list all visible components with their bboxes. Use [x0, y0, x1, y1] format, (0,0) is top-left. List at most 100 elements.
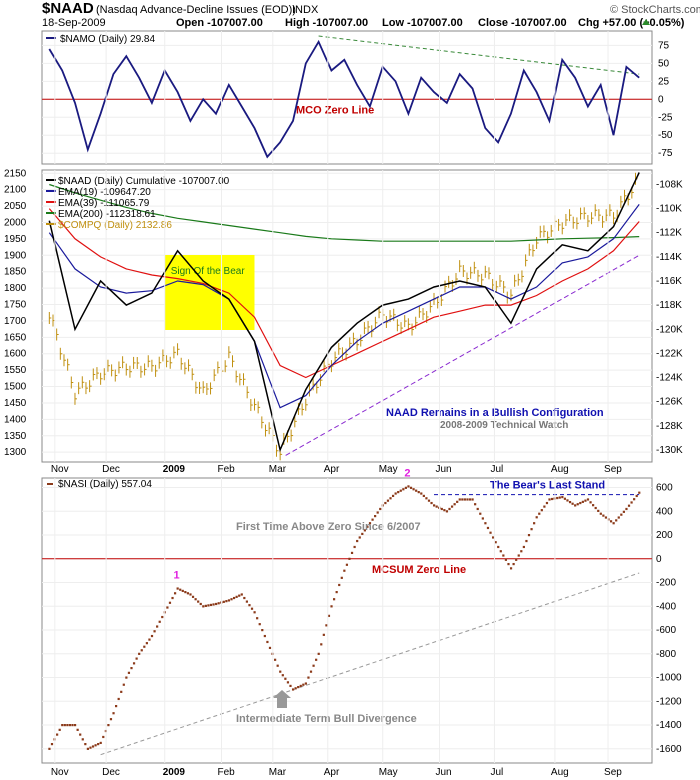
nasi-point	[166, 606, 169, 609]
nasi-point	[291, 688, 295, 691]
nasi-point	[281, 674, 284, 677]
nasi-point	[497, 545, 500, 549]
nasi-point	[615, 519, 618, 522]
nasi-point	[117, 697, 120, 701]
nasi-point	[84, 743, 87, 746]
naad-panel	[41, 169, 653, 463]
open-value: Open -107007.00	[176, 17, 263, 29]
nasi-point	[186, 592, 190, 595]
nasi-point	[535, 516, 538, 519]
nasi-point	[125, 676, 128, 679]
low-value: Low -107007.00	[382, 17, 463, 29]
ema39-line	[48, 208, 640, 379]
right-y-tick-label: -118K	[656, 300, 682, 311]
nasi-point	[212, 603, 215, 606]
right-y-tick-label: -112K	[656, 228, 682, 239]
x-tick-label: Nov	[51, 464, 69, 475]
nasi-point	[568, 500, 572, 504]
nasi-point	[484, 522, 487, 525]
nasi-point	[474, 503, 477, 506]
left-y-tick-label: 1900	[4, 250, 27, 261]
nasi-point	[548, 498, 551, 501]
nasi-point	[330, 605, 333, 608]
y-tick-label: 0	[658, 94, 664, 105]
right-y-tick-label: -116K	[656, 276, 682, 287]
x-tick-label: Sep	[604, 464, 622, 475]
nasi-point	[191, 595, 195, 598]
nasi-panel	[41, 477, 653, 764]
nasi-point	[545, 501, 549, 505]
x-tick-label: Aug	[551, 464, 569, 475]
nasi-point	[443, 509, 446, 512]
nasi-point	[499, 550, 502, 553]
nasi-point	[543, 505, 546, 508]
nasi-point	[409, 486, 413, 489]
nasi-point	[491, 536, 495, 539]
x-tick-label: Sep	[604, 767, 622, 778]
nasi-point	[286, 681, 290, 684]
nasi-point	[343, 569, 346, 572]
chg-value: Chg +57.00 (+0.05%)	[578, 17, 685, 29]
x-tick-label: Apr	[324, 464, 340, 475]
y-tick-label: 50	[658, 58, 670, 69]
nasi-point	[407, 485, 410, 488]
nasi-point	[371, 518, 374, 521]
nasi-point	[622, 510, 625, 513]
y-tick-label: -1400	[656, 720, 682, 731]
nasi-point	[602, 514, 605, 517]
nasi-point	[181, 589, 184, 593]
nasi-point	[89, 746, 92, 749]
left-y-tick-label: 1750	[4, 300, 27, 311]
nasi-point	[261, 629, 264, 632]
y-tick-label: 0	[656, 554, 662, 565]
nasi-point	[150, 634, 154, 638]
namo-trendline	[318, 35, 640, 75]
nasi-point	[574, 504, 577, 507]
nasi-point	[268, 646, 272, 650]
nasi-point	[56, 733, 59, 736]
nasi-point	[504, 558, 508, 561]
nasi-point	[425, 497, 428, 500]
nasi-point	[386, 499, 390, 502]
x-tick-label: Jun	[436, 464, 452, 475]
nasi-point	[179, 588, 182, 591]
nasi-point	[184, 591, 187, 594]
namo-panel	[41, 30, 653, 165]
right-y-tick-label: -110K	[656, 204, 682, 215]
ema19-line	[48, 204, 640, 409]
nasi-point	[48, 747, 51, 750]
nasi-point	[156, 625, 159, 628]
nasi-point	[143, 645, 146, 648]
left-y-tick-label: 1300	[4, 447, 27, 458]
nasi-point	[612, 522, 615, 525]
nasi-point	[94, 744, 97, 747]
nasi-point	[597, 509, 600, 512]
nasi-point	[173, 592, 177, 595]
y-tick-label: -600	[656, 625, 676, 636]
nasi-point	[507, 562, 510, 566]
y-tick-label: 600	[656, 483, 673, 494]
nasi-point	[294, 687, 297, 690]
nasi-legend-swatch	[47, 483, 53, 485]
nasi-point	[335, 591, 338, 594]
up-arrow-icon	[273, 690, 291, 708]
nasi-point	[127, 671, 131, 674]
x-tick-label: Jun	[436, 767, 452, 778]
nasi-point	[420, 492, 423, 495]
nasi-point	[50, 743, 54, 746]
nasi-point	[540, 509, 543, 512]
nasi-point	[309, 670, 313, 673]
nasi-point	[209, 603, 213, 607]
namo-series-line	[48, 39, 640, 159]
nasi-point	[599, 512, 602, 515]
right-y-tick-label: -120K	[656, 324, 683, 335]
x-tick-label: Jul	[490, 464, 503, 475]
nasi-point	[379, 507, 382, 511]
nasi-point	[332, 598, 336, 601]
nasi-point	[635, 494, 638, 498]
nasi-legend: $NASI (Daily) 557.04	[58, 479, 152, 490]
nasi-point	[458, 498, 461, 501]
left-y-tick-label: 1800	[4, 283, 27, 294]
nasi-point	[625, 507, 628, 511]
nasi-point	[338, 583, 341, 587]
